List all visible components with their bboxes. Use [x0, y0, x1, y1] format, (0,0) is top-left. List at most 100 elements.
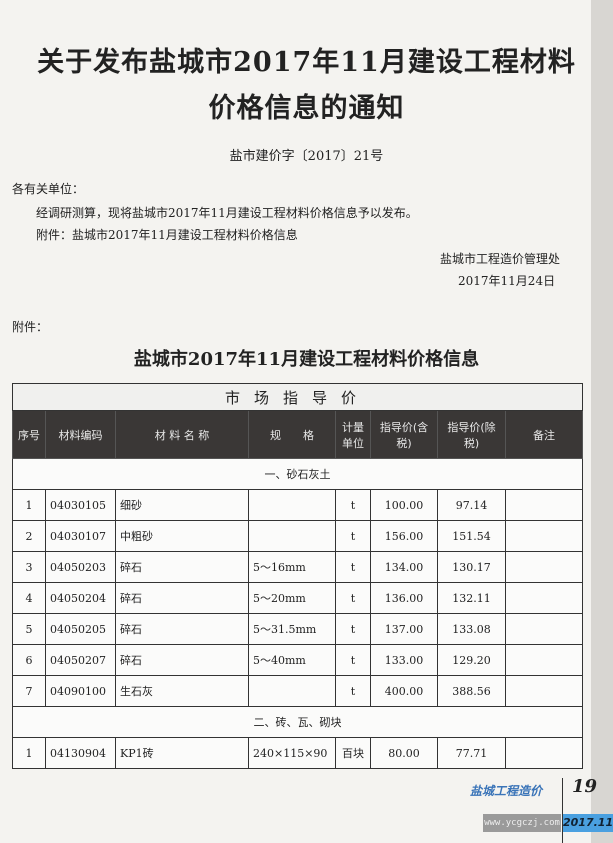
attachment-label: 附件：: [12, 320, 49, 334]
table-cell: [505, 675, 583, 707]
table-cell: 2: [12, 520, 46, 552]
table-cell: t: [335, 520, 371, 552]
table-cell: 134.00: [370, 551, 438, 583]
table-cell: t: [335, 582, 371, 614]
table-cell: 中粗砂: [115, 520, 249, 552]
table-cell: 6: [12, 644, 46, 676]
column-header: 规 格: [248, 410, 336, 459]
section-header: 一、砂石灰土: [12, 458, 583, 490]
table-cell: 5: [12, 613, 46, 645]
body-text: 经调研测算，现将盐城市2017年11月建设工程材料价格信息予以发布。: [36, 206, 418, 220]
table-cell: 04030105: [45, 489, 116, 521]
footer-divider: [562, 778, 563, 843]
table-cell: [505, 644, 583, 676]
attachment-note: 附件：盐城市2017年11月建设工程材料价格信息: [36, 228, 298, 242]
table-cell: 4: [12, 582, 46, 614]
table-cell: 151.54: [437, 520, 506, 552]
table-cell: [505, 489, 583, 521]
table-row: 5 04050205 碎石 5～31.5mm t 137.00 133.08: [12, 613, 583, 645]
table-cell: 1: [12, 737, 46, 769]
table-cell: 碎石: [115, 644, 249, 676]
table-cell: 7: [12, 675, 46, 707]
footer-brand: 盐城工程造价: [470, 784, 543, 798]
table-cell: 97.14: [437, 489, 506, 521]
title-line-2: 价格信息的通知: [208, 93, 405, 124]
table-cell: t: [335, 489, 371, 521]
table-cell: 240×115×90: [248, 737, 336, 769]
table-cell: [505, 613, 583, 645]
table-cell: t: [335, 551, 371, 583]
table-cell: 04050205: [45, 613, 116, 645]
table-cell: 细砂: [115, 489, 249, 521]
column-header: 材 料 名 称: [115, 410, 249, 459]
issuer: 盐城市工程造价管理处: [440, 252, 561, 266]
price-table: 市场指导价 序号 材料编码材 料 名 称规 格计量单位 指导价(含税) 指导价(除税)…: [12, 383, 583, 769]
table-cell: [505, 582, 583, 614]
page-edge: [591, 0, 613, 843]
table-row: 1 04030105 细砂 t 100.00 97.14: [12, 489, 583, 521]
table-cell: [248, 489, 336, 521]
table-cell: 1: [12, 489, 46, 521]
table-cell: t: [335, 613, 371, 645]
doc-number: 盐市建价字〔2017〕21号: [229, 149, 384, 164]
date: 2017年11月24日: [458, 274, 556, 288]
column-header: 序号: [12, 410, 46, 459]
table-cell: 400.00: [370, 675, 438, 707]
table-cell: 130.17: [437, 551, 506, 583]
footer-url: www.ycgczj.com: [483, 814, 561, 832]
table-cell: 77.71: [437, 737, 506, 769]
table-cell: [505, 520, 583, 552]
table-cell: [505, 737, 583, 769]
table-cell: t: [335, 675, 371, 707]
table-cell: 5～16mm: [248, 551, 336, 583]
table-row: 6 04050207 碎石 5～40mm t 133.00 129.20: [12, 644, 583, 676]
table-cell: 碎石: [115, 582, 249, 614]
table-cell: 04090100: [45, 675, 116, 707]
table-cell: 133.08: [437, 613, 506, 645]
table-cell: KP1砖: [115, 737, 249, 769]
table-cell: t: [335, 644, 371, 676]
issue-label: 2017.11: [563, 814, 613, 832]
table-cell: 5～20mm: [248, 582, 336, 614]
table-cell: 04130904: [45, 737, 116, 769]
table-title: 盐城市2017年11月建设工程材料价格信息: [133, 349, 480, 370]
table-cell: 碎石: [115, 551, 249, 583]
column-header: 指导价(除税): [437, 410, 506, 459]
column-header: 计量单位: [335, 410, 371, 459]
table-cell: 5～31.5mm: [248, 613, 336, 645]
table-cell: 碎石: [115, 613, 249, 645]
table-cell: 129.20: [437, 644, 506, 676]
table-row: 4 04050204 碎石 5～20mm t 136.00 132.11: [12, 582, 583, 614]
table-row: 2 04030107 中粗砂 t 156.00 151.54: [12, 520, 583, 552]
table-cell: 156.00: [370, 520, 438, 552]
table-cell: 137.00: [370, 613, 438, 645]
page-number: 19: [572, 776, 598, 797]
table-row: 3 04050203 碎石 5～16mm t 134.00 130.17: [12, 551, 583, 583]
column-header: 备注: [505, 410, 583, 459]
table-cell: 04050207: [45, 644, 116, 676]
column-header: 材料编码: [45, 410, 116, 459]
table-cell: 5～40mm: [248, 644, 336, 676]
table-banner: 市场指导价: [12, 383, 583, 411]
table-cell: 100.00: [370, 489, 438, 521]
table-cell: 80.00: [370, 737, 438, 769]
table-cell: 132.11: [437, 582, 506, 614]
table-cell: 04050203: [45, 551, 116, 583]
table-cell: [505, 551, 583, 583]
table-cell: 388.56: [437, 675, 506, 707]
table-cell: 133.00: [370, 644, 438, 676]
table-cell: 百块: [335, 737, 371, 769]
table-cell: 生石灰: [115, 675, 249, 707]
table-cell: 04050204: [45, 582, 116, 614]
section-header: 二、砖、瓦、砌块: [12, 706, 583, 738]
salutation: 各有关单位：: [12, 182, 85, 196]
table-cell: [248, 520, 336, 552]
table-row: 7 04090100 生石灰 t 400.00 388.56: [12, 675, 583, 707]
table-cell: [248, 675, 336, 707]
table-row: 1 04130904 KP1砖 240×115×90 百块 80.00 77.71: [12, 737, 583, 769]
table-cell: 136.00: [370, 582, 438, 614]
table-cell: 3: [12, 551, 46, 583]
title-line-1: 关于发布盐城市2017年11月建设工程材料: [37, 47, 576, 78]
table-cell: 04030107: [45, 520, 116, 552]
column-header: 指导价(含税): [370, 410, 438, 459]
